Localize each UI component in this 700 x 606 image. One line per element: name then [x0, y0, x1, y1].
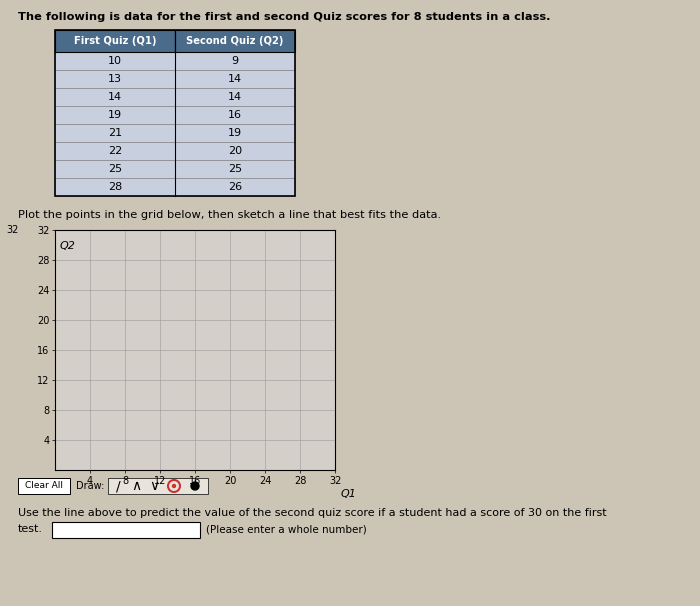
Text: Use the line above to predict the value of the second quiz score if a student ha: Use the line above to predict the value … — [18, 508, 607, 518]
Text: 26: 26 — [228, 182, 242, 192]
Text: 25: 25 — [228, 164, 242, 174]
Text: Draw:: Draw: — [76, 481, 104, 491]
Text: The following is data for the first and second Quiz scores for 8 students in a c: The following is data for the first and … — [18, 12, 550, 22]
Text: 19: 19 — [108, 110, 122, 120]
FancyBboxPatch shape — [175, 124, 295, 142]
FancyBboxPatch shape — [55, 70, 175, 88]
FancyBboxPatch shape — [55, 30, 175, 52]
FancyBboxPatch shape — [175, 88, 295, 106]
FancyBboxPatch shape — [175, 142, 295, 160]
Text: 10: 10 — [108, 56, 122, 66]
Text: 13: 13 — [108, 74, 122, 84]
Text: 22: 22 — [108, 146, 122, 156]
FancyBboxPatch shape — [175, 52, 295, 70]
Text: 14: 14 — [228, 74, 242, 84]
Text: ∧: ∧ — [131, 479, 141, 493]
FancyBboxPatch shape — [175, 178, 295, 196]
Text: ∨: ∨ — [149, 479, 159, 493]
FancyBboxPatch shape — [55, 124, 175, 142]
Text: Q1: Q1 — [341, 489, 356, 499]
FancyBboxPatch shape — [55, 160, 175, 178]
FancyBboxPatch shape — [55, 178, 175, 196]
Text: 19: 19 — [228, 128, 242, 138]
Text: First Quiz (Q1): First Quiz (Q1) — [74, 36, 156, 46]
Circle shape — [172, 485, 176, 487]
FancyBboxPatch shape — [55, 142, 175, 160]
Text: Q2: Q2 — [60, 241, 76, 251]
FancyBboxPatch shape — [55, 52, 175, 70]
Text: 16: 16 — [228, 110, 242, 120]
Text: /: / — [116, 479, 120, 493]
Text: 20: 20 — [228, 146, 242, 156]
Text: 14: 14 — [108, 92, 122, 102]
FancyBboxPatch shape — [52, 522, 200, 538]
Circle shape — [191, 482, 199, 490]
Text: 25: 25 — [108, 164, 122, 174]
FancyBboxPatch shape — [175, 106, 295, 124]
Text: 32: 32 — [6, 225, 19, 235]
Text: 21: 21 — [108, 128, 122, 138]
FancyBboxPatch shape — [175, 70, 295, 88]
Text: 28: 28 — [108, 182, 122, 192]
FancyBboxPatch shape — [175, 160, 295, 178]
FancyBboxPatch shape — [55, 88, 175, 106]
Text: Plot the points in the grid below, then sketch a line that best fits the data.: Plot the points in the grid below, then … — [18, 210, 441, 220]
Text: 9: 9 — [232, 56, 239, 66]
Text: test.: test. — [18, 524, 43, 534]
FancyBboxPatch shape — [18, 478, 70, 494]
Text: Clear All: Clear All — [25, 482, 63, 490]
FancyBboxPatch shape — [175, 30, 295, 52]
Text: 14: 14 — [228, 92, 242, 102]
FancyBboxPatch shape — [108, 478, 208, 494]
Text: (Please enter a whole number): (Please enter a whole number) — [206, 525, 367, 535]
Text: Second Quiz (Q2): Second Quiz (Q2) — [186, 36, 284, 46]
FancyBboxPatch shape — [55, 106, 175, 124]
